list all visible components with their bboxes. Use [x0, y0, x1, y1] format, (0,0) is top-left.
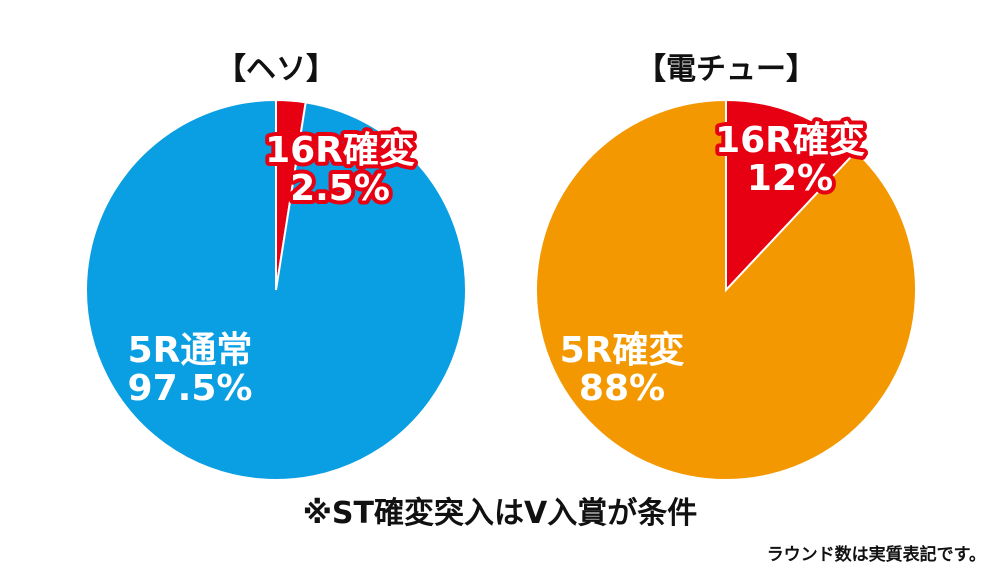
denchu-slice-0	[725, 98, 858, 293]
denchu-slice-1-label: 5R確変	[560, 329, 685, 371]
heso-slice-1-value: 97.5%	[128, 368, 253, 409]
denchu-chart-title: 【電チュー】	[636, 52, 816, 87]
heso-chart-title: 【ヘソ】	[216, 52, 336, 87]
heso-slice-0-value: 2.5%	[290, 168, 390, 209]
denchu-slice-0-value: 12%	[747, 158, 833, 199]
heso-slice-1	[85, 98, 467, 481]
heso-slice-1-label: 5R通常	[128, 330, 253, 371]
footnote: ※ST確変突入はV入賞が条件	[302, 496, 698, 531]
heso-slice-0-label: 16R確変	[265, 129, 415, 171]
round-note: ラウンド数は実質表記です。	[766, 545, 986, 565]
denchu-slice-1	[535, 98, 917, 481]
denchu-slice-1-value: 88%	[579, 368, 665, 409]
denchu-slice-0-label: 16R確変	[715, 119, 865, 161]
